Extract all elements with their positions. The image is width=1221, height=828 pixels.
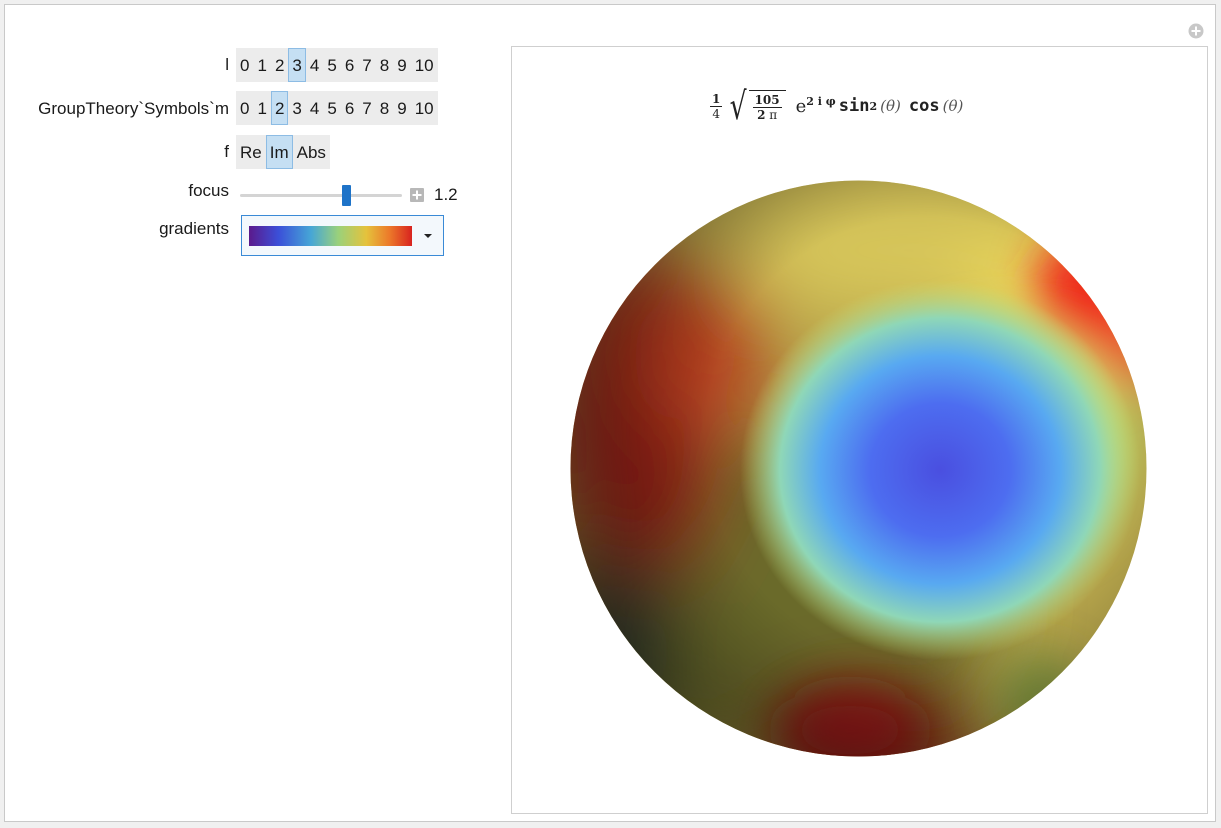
sin-power: 2 xyxy=(869,99,878,113)
m-option-6[interactable]: 6 xyxy=(344,99,355,118)
l-setter-bar: 0 1 2 3 4 5 6 7 8 9 10 xyxy=(236,48,438,82)
f-option-re[interactable]: Re xyxy=(240,143,262,162)
l-option-5[interactable]: 5 xyxy=(327,56,337,75)
l-option-0[interactable]: 0 xyxy=(240,56,250,75)
focus-slider-track[interactable] xyxy=(240,194,402,197)
radicand-denominator: 2 π xyxy=(755,108,779,122)
m-option-3[interactable]: 3 xyxy=(292,99,302,118)
spherical-harmonic-sphere-plot[interactable] xyxy=(570,180,1147,757)
label-m: GroupTheory`Symbols`m xyxy=(38,99,229,118)
coef-denominator: 4 xyxy=(712,106,720,121)
f-option-im[interactable]: Im xyxy=(265,135,293,169)
radicand-den-pi: π xyxy=(769,108,778,122)
l-option-8[interactable]: 8 xyxy=(379,56,390,75)
m-option-4[interactable]: 4 xyxy=(309,99,320,118)
focus-slider-thumb[interactable] xyxy=(342,185,352,206)
radicand-fraction: 105 2 π xyxy=(752,93,782,122)
l-option-7[interactable]: 7 xyxy=(362,56,372,75)
l-option-6[interactable]: 6 xyxy=(344,56,355,75)
radicand-den-number: 2 xyxy=(757,108,766,122)
m-option-8[interactable]: 8 xyxy=(379,99,390,118)
m-option-0[interactable]: 0 xyxy=(240,99,250,118)
plot-output-frame: 1 4 √ 105 2 π e2 i φ sin 2 (θ) cos (θ) xyxy=(511,46,1208,814)
square-root: √ 105 2 π xyxy=(726,84,786,128)
radicand: 105 2 π xyxy=(748,90,786,122)
sin-function: sin xyxy=(838,96,870,116)
radical-sign: √ xyxy=(729,84,747,128)
coef-numerator: 1 xyxy=(710,91,723,107)
f-option-abs[interactable]: Abs xyxy=(296,143,326,162)
l-option-10[interactable]: 10 xyxy=(414,56,434,75)
f-setter-bar: Re Im Abs xyxy=(236,135,330,169)
l-option-3[interactable]: 3 xyxy=(288,48,306,82)
chevron-down-icon xyxy=(424,234,432,238)
theta-argument-2: (θ) xyxy=(942,97,964,115)
focus-value: 1.2 xyxy=(434,185,458,204)
radicand-numerator: 105 xyxy=(752,93,782,108)
label-l: l xyxy=(225,55,229,74)
control-labels: l GroupTheory`Symbols`m f focus gradient… xyxy=(15,5,229,265)
exp-base: e xyxy=(795,96,807,117)
cos-function: cos xyxy=(908,96,940,116)
exponential-term: e2 i φ xyxy=(796,95,836,117)
exp-power: 2 i φ xyxy=(806,95,836,108)
gradients-popup-menu[interactable] xyxy=(241,215,444,256)
coefficient-fraction: 1 4 xyxy=(710,91,723,121)
theta-argument: (θ) xyxy=(880,97,901,115)
manipulate-panel: l GroupTheory`Symbols`m f focus gradient… xyxy=(4,4,1216,822)
m-option-10[interactable]: 10 xyxy=(414,99,434,118)
l-option-4[interactable]: 4 xyxy=(309,56,320,75)
plus-box-icon[interactable] xyxy=(410,188,424,202)
m-option-9[interactable]: 9 xyxy=(397,99,407,118)
m-option-1[interactable]: 1 xyxy=(257,99,267,118)
m-setter-bar: 0 1 2 3 4 5 6 7 8 9 10 xyxy=(236,91,438,125)
m-option-2[interactable]: 2 xyxy=(270,91,289,125)
add-circle-icon[interactable] xyxy=(1188,23,1204,39)
rainbow-gradient-swatch xyxy=(249,226,412,246)
m-option-7[interactable]: 7 xyxy=(362,99,372,118)
l-option-9[interactable]: 9 xyxy=(397,56,407,75)
sphere-surface xyxy=(570,180,1147,757)
label-gradients: gradients xyxy=(159,219,229,238)
m-option-5[interactable]: 5 xyxy=(327,99,337,118)
l-option-1[interactable]: 1 xyxy=(257,56,267,75)
l-option-2[interactable]: 2 xyxy=(274,56,285,75)
label-focus: focus xyxy=(188,181,229,200)
spherical-harmonic-formula: 1 4 √ 105 2 π e2 i φ sin 2 (θ) cos (θ) xyxy=(710,71,963,141)
label-f: f xyxy=(224,142,229,161)
